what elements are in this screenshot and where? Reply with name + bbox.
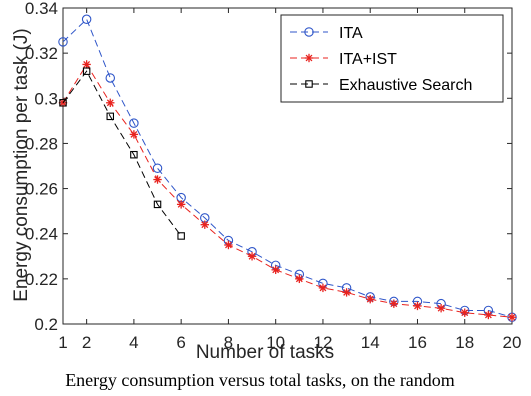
data-point-ita-ist xyxy=(200,220,209,229)
asterisk-stroke xyxy=(319,284,327,292)
y-tick-label: 0.34 xyxy=(25,0,58,18)
asterisk-stroke xyxy=(343,288,351,296)
x-tick-label: 6 xyxy=(176,333,185,352)
data-point-ita-ist xyxy=(366,294,375,304)
figure-caption: Energy consumption versus total tasks, o… xyxy=(65,370,455,390)
data-point-ita xyxy=(58,37,68,47)
data-point-ita-ist xyxy=(153,175,162,184)
legend-marker-exhaustive-search xyxy=(305,80,313,88)
asterisk-stroke xyxy=(295,275,303,283)
x-tick-label: 2 xyxy=(82,333,91,352)
y-tick-label: 0.24 xyxy=(25,225,58,244)
asterisk-stroke xyxy=(390,300,398,308)
asterisk-stroke xyxy=(508,313,516,321)
data-point-ita-ist xyxy=(247,252,257,261)
x-tick-label: 1 xyxy=(58,333,67,352)
asterisk-stroke xyxy=(106,99,114,107)
data-point-ita-ist xyxy=(342,288,351,297)
legend-marker-ita-ist xyxy=(304,53,314,63)
data-point-ita-ist xyxy=(295,274,304,284)
x-tick-label: 10 xyxy=(266,333,285,352)
y-tick-label: 0.26 xyxy=(25,180,58,199)
x-tick-label: 18 xyxy=(455,333,474,352)
y-tick-label: 0.32 xyxy=(25,44,58,63)
asterisk-stroke xyxy=(248,252,256,260)
data-point-exhaustive-search xyxy=(177,232,185,240)
asterisk-stroke xyxy=(224,241,232,249)
data-point-ita-ist xyxy=(318,283,328,293)
data-point-ita-ist xyxy=(389,299,399,308)
data-point-exhaustive-search xyxy=(130,150,138,159)
data-point-exhaustive-search xyxy=(153,200,162,209)
y-tick-label: 0.22 xyxy=(25,270,58,289)
data-point-ita-ist xyxy=(436,304,446,313)
x-tick-label: 20 xyxy=(503,333,522,352)
data-point-ita xyxy=(81,14,92,25)
series-line-exhaustive-search xyxy=(62,70,182,237)
data-point-ita-ist xyxy=(224,240,233,250)
asterisk-stroke xyxy=(177,200,185,208)
legend-label-exhaustive-search: Exhaustive Search xyxy=(339,77,472,94)
data-point-ita-ist xyxy=(176,200,186,209)
data-point-ita xyxy=(105,73,116,83)
asterisk-stroke xyxy=(366,295,374,303)
data-point-ita-ist xyxy=(460,308,469,317)
asterisk-stroke xyxy=(305,54,313,62)
data-point-ita-ist xyxy=(82,60,91,69)
asterisk-stroke xyxy=(130,130,138,138)
x-axis-label: Number of tasks xyxy=(196,342,334,363)
data-point-ita-ist xyxy=(413,301,422,311)
data-point-ita-ist xyxy=(507,313,517,322)
legend-marker-ita xyxy=(304,27,314,37)
data-point-ita xyxy=(152,163,163,174)
series-exhaustive-search xyxy=(59,67,185,240)
legend: ITA ITA+IST Exhaustive Search xyxy=(280,14,504,103)
legend-item-exhaustive-search: Exhaustive Search xyxy=(290,77,472,94)
axes-frame xyxy=(62,7,513,325)
asterisk-stroke xyxy=(83,60,91,68)
asterisk-stroke xyxy=(437,304,445,312)
x-tick-label: 4 xyxy=(129,333,138,352)
data-point-exhaustive-search xyxy=(106,112,115,121)
data-point-ita xyxy=(129,118,139,128)
legend-label-ita: ITA xyxy=(339,25,363,42)
legend-item-ita-ist: ITA+IST xyxy=(290,51,397,68)
asterisk-stroke xyxy=(414,302,421,310)
series-layer xyxy=(58,14,517,322)
y-tick-label: 0.2 xyxy=(34,315,58,334)
data-point-exhaustive-search xyxy=(82,67,91,75)
legend-label-ita-ist: ITA+IST xyxy=(339,51,397,68)
data-point-ita-ist xyxy=(484,310,493,320)
data-point-exhaustive-search xyxy=(59,99,67,107)
asterisk-stroke xyxy=(201,221,209,229)
x-tick-label: 14 xyxy=(361,333,380,352)
x-tick-label: 16 xyxy=(408,333,427,352)
series-ita-ist xyxy=(58,60,517,322)
y-tick-label: 0.3 xyxy=(34,89,58,108)
data-point-ita-ist xyxy=(129,130,139,139)
x-tick-label: 12 xyxy=(313,333,332,352)
data-point-ita-ist xyxy=(106,98,115,107)
y-tick-label: 0.28 xyxy=(25,134,58,153)
data-point-ita-ist xyxy=(271,265,280,275)
legend-item-ita: ITA xyxy=(290,25,363,42)
asterisk-stroke xyxy=(154,176,161,183)
asterisk-stroke xyxy=(484,311,492,319)
asterisk-stroke xyxy=(461,309,469,317)
axes: 1 2 4 6 8 10 12 14 16 18 20 0.2 0.22 0.24 0.26 0.28 0.3 0… xyxy=(25,0,522,352)
y-axis-label: Energy consumption per task (J) xyxy=(11,28,32,302)
x-tick-label: 8 xyxy=(224,333,233,352)
asterisk-stroke xyxy=(272,266,280,274)
